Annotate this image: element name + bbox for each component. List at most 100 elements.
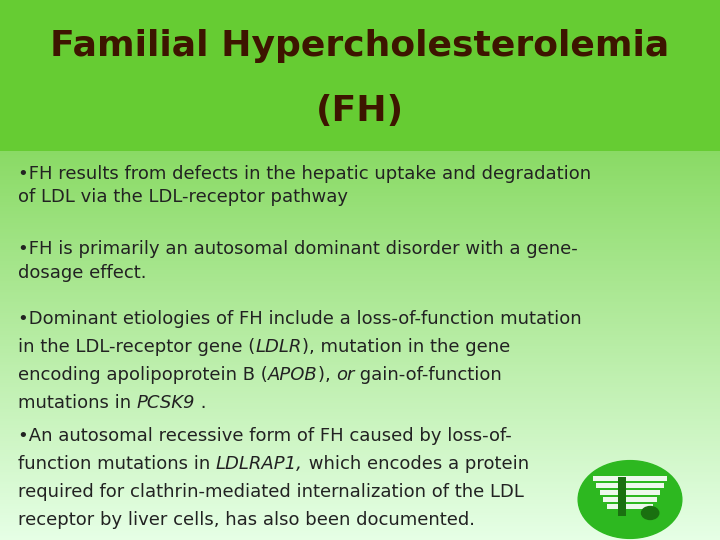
Text: ), mutation in the gene: ), mutation in the gene	[302, 339, 510, 356]
Bar	[0, 54, 720, 56]
Bar	[0, 79, 720, 81]
Bar	[0, 394, 720, 396]
Bar	[0, 366, 720, 367]
Bar	[0, 497, 720, 498]
Bar	[0, 412, 720, 414]
Bar	[0, 85, 720, 86]
Bar	[0, 81, 720, 83]
Bar	[0, 401, 720, 403]
Bar	[0, 142, 720, 144]
Text: function mutations in: function mutations in	[18, 455, 216, 472]
Bar	[0, 428, 720, 430]
Bar	[0, 22, 720, 23]
Bar	[0, 25, 720, 27]
Bar	[0, 231, 720, 232]
Bar	[0, 252, 720, 254]
Bar	[0, 461, 720, 463]
Bar	[0, 297, 720, 299]
Bar	[0, 282, 720, 285]
Bar	[0, 403, 720, 405]
Bar	[0, 50, 720, 52]
Bar	[0, 258, 720, 259]
Bar	[0, 336, 720, 339]
Bar	[0, 362, 720, 363]
Bar	[0, 238, 720, 239]
Bar	[0, 103, 720, 104]
Bar	[0, 239, 720, 241]
Bar	[0, 450, 720, 452]
Bar	[0, 329, 720, 331]
Bar	[0, 436, 720, 437]
Bar	[0, 133, 720, 135]
Bar	[0, 506, 720, 508]
Bar	[0, 358, 720, 360]
Bar	[0, 376, 720, 378]
Bar	[0, 398, 720, 400]
Bar	[0, 400, 720, 401]
Bar	[0, 83, 720, 85]
Bar	[0, 0, 720, 2]
Bar	[0, 69, 720, 70]
Bar	[0, 56, 720, 58]
Bar	[0, 454, 720, 455]
Text: encoding apolipoprotein B (: encoding apolipoprotein B (	[18, 367, 268, 384]
Bar	[0, 315, 720, 317]
Bar	[0, 177, 720, 178]
Bar	[0, 65, 720, 66]
Bar	[0, 528, 720, 529]
Bar	[0, 112, 720, 113]
Bar	[0, 76, 720, 77]
Bar	[0, 261, 720, 263]
Bar	[0, 173, 720, 174]
Bar	[0, 335, 720, 336]
Bar	[0, 32, 720, 34]
Bar	[0, 385, 720, 387]
Bar	[0, 193, 720, 194]
Bar	[0, 455, 720, 457]
Bar	[0, 328, 720, 329]
Bar	[0, 117, 720, 119]
Bar	[0, 166, 720, 167]
Bar	[0, 42, 720, 43]
Bar	[0, 286, 720, 288]
Bar	[0, 382, 720, 383]
Bar	[0, 313, 720, 315]
Bar	[0, 524, 720, 525]
Bar	[0, 171, 720, 173]
Bar	[0, 513, 720, 515]
Bar	[0, 393, 720, 394]
Bar	[0, 16, 720, 18]
Bar	[0, 324, 720, 326]
Bar	[0, 241, 720, 243]
Bar	[0, 538, 720, 540]
Bar	[0, 304, 720, 306]
Bar	[0, 115, 720, 117]
Bar	[0, 434, 720, 436]
Bar	[0, 320, 720, 322]
Bar	[0, 479, 720, 481]
Bar	[0, 427, 720, 428]
Bar	[0, 421, 720, 423]
Bar	[0, 493, 720, 495]
Bar	[0, 301, 720, 302]
Bar	[0, 234, 720, 236]
Bar	[0, 29, 720, 31]
Bar	[0, 155, 720, 157]
Bar	[0, 292, 720, 293]
Bar	[0, 205, 720, 207]
Bar	[0, 146, 720, 147]
Bar	[0, 167, 720, 169]
Text: or: or	[336, 367, 354, 384]
Bar	[0, 248, 720, 250]
Bar	[0, 407, 720, 409]
Bar	[0, 498, 720, 501]
Bar	[0, 274, 720, 275]
Circle shape	[578, 461, 682, 538]
Bar	[0, 187, 720, 189]
Bar	[0, 96, 720, 97]
Bar	[0, 58, 720, 59]
Bar	[0, 322, 720, 324]
FancyBboxPatch shape	[0, 0, 720, 151]
Bar	[0, 151, 720, 153]
Bar	[607, 504, 653, 509]
